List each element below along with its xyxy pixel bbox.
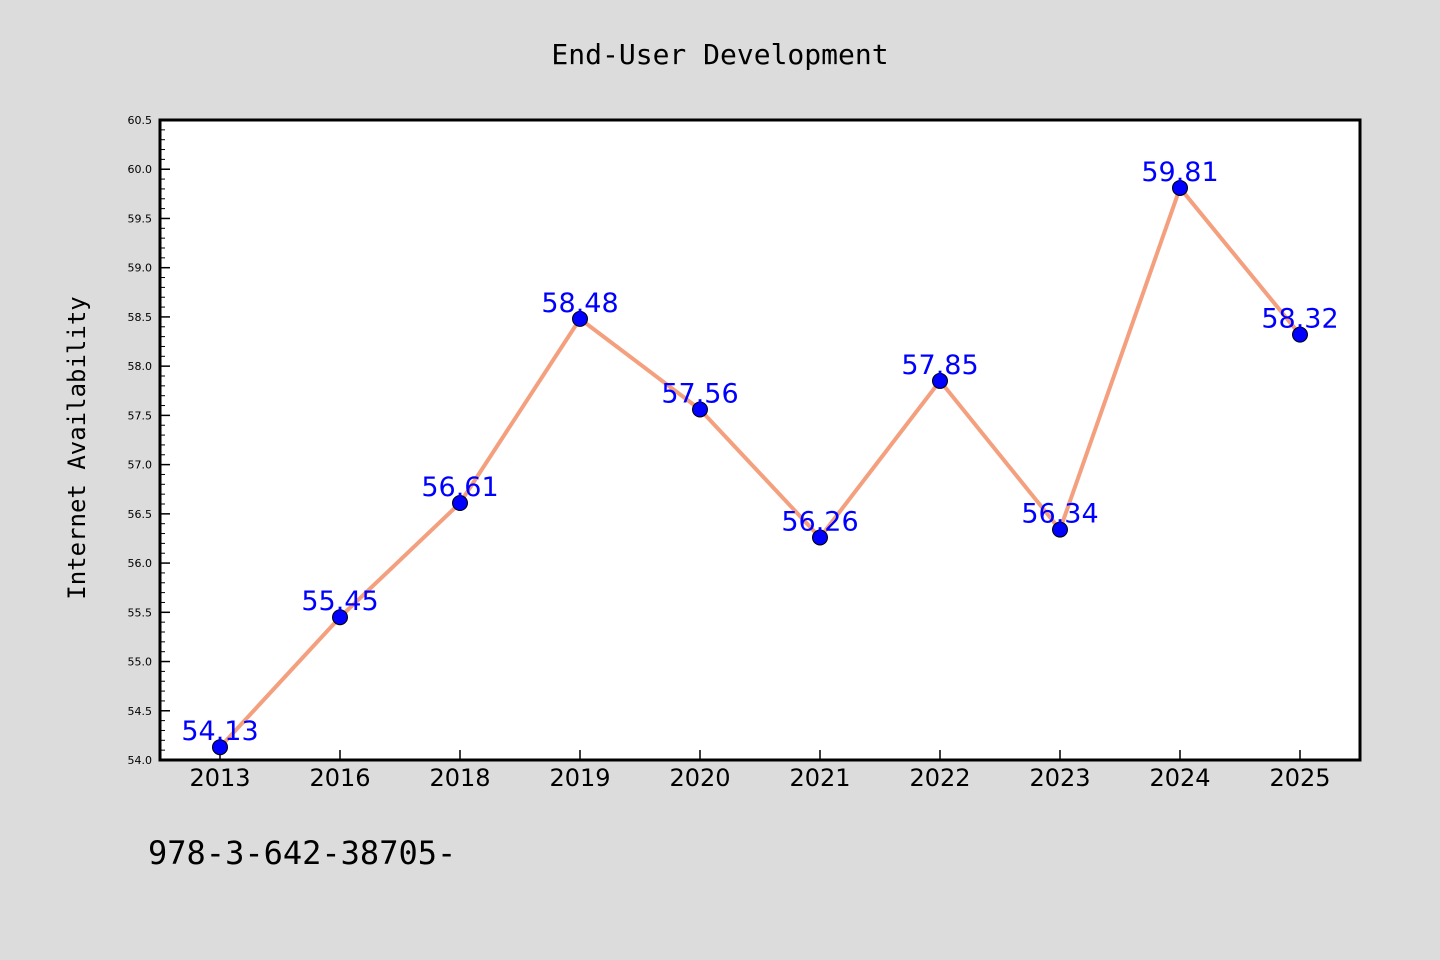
data-label: 59.81 <box>1141 157 1218 188</box>
data-label: 55.45 <box>301 586 378 617</box>
data-point <box>1172 179 1188 196</box>
y-tick-label: 59.0 <box>128 262 153 275</box>
series-markers <box>212 179 1308 756</box>
y-axis-ticks: 54.0 54.5 55.0 55.5 56.0 56.5 57.0 57.5 58.0 58.5… <box>128 114 170 767</box>
y-tick-label: 55.0 <box>128 656 153 669</box>
y-tick-label: 58.5 <box>128 311 153 324</box>
y-tick-label: 54.5 <box>128 705 153 718</box>
y-tick-label: 54.0 <box>128 754 153 767</box>
data-point <box>1292 326 1308 343</box>
x-tick-label: 2021 <box>789 764 850 792</box>
isbn-text: 978-3-642-38705- <box>148 834 456 872</box>
data-label: 56.34 <box>1021 499 1098 530</box>
data-point <box>572 310 588 327</box>
y-tick-label: 57.5 <box>128 409 153 422</box>
y-tick-label: 60.0 <box>128 163 153 176</box>
data-label: 58.48 <box>541 288 618 319</box>
data-point <box>1052 521 1068 538</box>
data-labels: 54.13 55.45 56.61 58.48 57.56 56.26 57.85 56.34… <box>181 157 1338 747</box>
x-tick-label: 2019 <box>549 764 610 792</box>
y-tick-label: 56.5 <box>128 508 153 521</box>
data-point <box>332 609 348 626</box>
y-tick-label: 57.0 <box>128 459 153 472</box>
x-tick-label: 2022 <box>909 764 970 792</box>
series-line-path <box>218 185 1302 749</box>
data-label: 56.61 <box>421 472 498 503</box>
data-point <box>212 739 228 756</box>
data-label: 54.13 <box>181 716 258 747</box>
chart-title: End-User Development <box>551 38 888 71</box>
y-tick-label: 59.5 <box>128 212 153 225</box>
x-tick-label: 2020 <box>669 764 730 792</box>
x-tick-label: 2024 <box>1149 764 1210 792</box>
y-tick-label: 58.0 <box>128 360 153 373</box>
data-point <box>932 372 948 389</box>
data-label: 56.26 <box>781 506 858 537</box>
x-axis-ticks: 2013 2016 2018 2019 2020 2021 2022 2023 2024 2025 <box>189 750 1331 792</box>
y-tick-label: 56.0 <box>128 557 153 570</box>
x-tick-label: 2025 <box>1269 764 1330 792</box>
plot-frame <box>158 118 1362 762</box>
y-tick-label: 60.5 <box>128 114 153 127</box>
data-label: 58.32 <box>1261 304 1338 335</box>
data-label: 57.85 <box>901 350 978 381</box>
x-tick-label: 2018 <box>429 764 490 792</box>
x-tick-label: 2023 <box>1029 764 1090 792</box>
data-label: 57.56 <box>661 378 738 409</box>
x-tick-label: 2013 <box>189 764 250 792</box>
data-point <box>812 529 828 546</box>
y-tick-label: 55.5 <box>128 606 153 619</box>
y-axis-label: Internet Availability <box>63 296 91 599</box>
x-tick-label: 2016 <box>309 764 370 792</box>
plot-area <box>160 120 1360 760</box>
series-line <box>218 185 1302 749</box>
data-point <box>452 495 468 512</box>
data-point <box>692 401 708 418</box>
